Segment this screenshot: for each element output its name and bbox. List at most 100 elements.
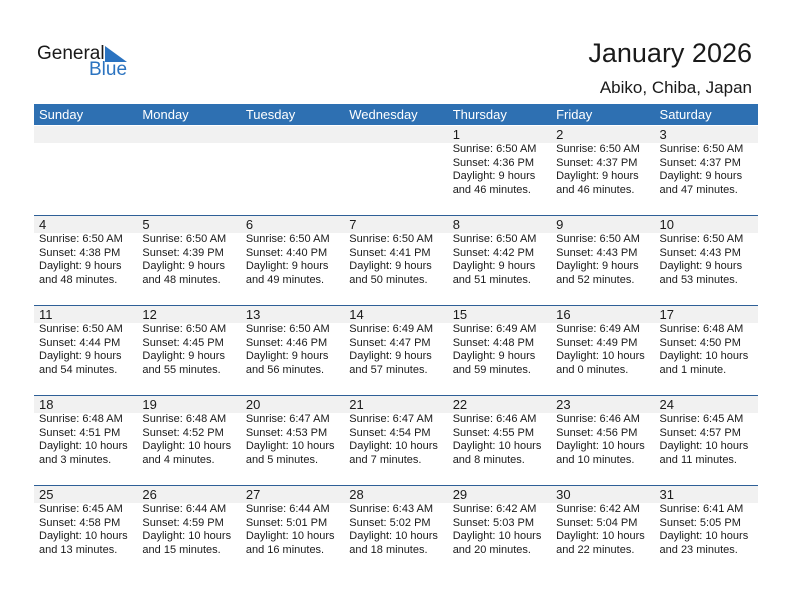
- daylight-text: Daylight: 10 hours: [659, 350, 749, 362]
- weekday-friday: Friday: [556, 107, 593, 122]
- sunset-text: Sunset: 4:45 PM: [142, 336, 224, 349]
- day-number: 15: [452, 307, 468, 322]
- minutes-text: and 18 minutes.: [349, 543, 428, 556]
- sunrise-text: Sunrise: 6:47 AM: [349, 413, 434, 425]
- minutes-text: and 55 minutes.: [142, 363, 221, 376]
- sunrise-text: Sunrise: 6:50 AM: [39, 323, 123, 335]
- minutes-text: and 5 minutes.: [245, 453, 318, 466]
- minutes-text: and 51 minutes.: [452, 273, 531, 286]
- minutes-text: and 11 minutes.: [659, 453, 737, 466]
- sunset-text: Sunset: 4:37 PM: [556, 156, 638, 169]
- daylight-text: Daylight: 10 hours: [142, 530, 232, 542]
- sunrise-text: Sunrise: 6:46 AM: [452, 413, 537, 425]
- week-row: 18 Sunrise: 6:48 AM Sunset: 4:51 PM Dayligh…: [34, 395, 758, 486]
- sunrise-text: Sunrise: 6:50 AM: [349, 233, 434, 245]
- day-cell: 25 Sunrise: 6:45 AM Sunset: 4:58 PM Dayligh…: [34, 486, 137, 576]
- day-number: 29: [452, 487, 468, 502]
- minutes-text: and 54 minutes.: [39, 363, 118, 376]
- logo-text-general: General: [37, 43, 105, 64]
- day-cell: 24 Sunrise: 6:45 AM Sunset: 4:57 PM Dayligh…: [655, 396, 758, 486]
- sunrise-text: Sunrise: 6:48 AM: [659, 323, 744, 335]
- sunset-text: Sunset: 4:58 PM: [39, 516, 121, 529]
- daylight-text: Daylight: 10 hours: [245, 440, 335, 452]
- sunset-text: Sunset: 4:43 PM: [659, 246, 741, 259]
- daylight-text: Daylight: 9 hours: [452, 350, 536, 362]
- day-number: 30: [556, 487, 571, 502]
- sunset-text: Sunset: 4:36 PM: [452, 156, 535, 169]
- day-number: 16: [556, 307, 571, 322]
- day-number: 26: [142, 487, 157, 502]
- sunset-text: Sunset: 5:03 PM: [452, 516, 535, 529]
- minutes-text: and 13 minutes.: [39, 543, 118, 556]
- minutes-text: and 22 minutes.: [556, 543, 635, 556]
- week-row: 25 Sunrise: 6:45 AM Sunset: 4:58 PM Dayligh…: [34, 485, 758, 576]
- minutes-text: and 16 minutes.: [245, 543, 325, 556]
- minutes-text: and 53 minutes.: [659, 273, 738, 286]
- day-cell: 5 Sunrise: 6:50 AM Sunset: 4:39 PM Daylight…: [137, 216, 240, 306]
- minutes-text: and 48 minutes.: [39, 273, 118, 286]
- minutes-text: and 52 minutes.: [556, 273, 635, 286]
- daylight-text: Daylight: 10 hours: [452, 530, 542, 542]
- day-number: 23: [556, 397, 571, 412]
- minutes-text: and 10 minutes.: [556, 453, 635, 466]
- sunset-text: Sunset: 5:04 PM: [556, 516, 638, 529]
- day-cell: 30 Sunrise: 6:42 AM Sunset: 5:04 PM Dayligh…: [551, 486, 654, 576]
- day-number: 4: [39, 217, 47, 232]
- sunset-text: Sunset: 4:57 PM: [659, 426, 741, 439]
- sunset-text: Sunset: 4:39 PM: [142, 246, 224, 259]
- weekday-header: Sunday Monday Tuesday Wednesday Thursday Frid…: [34, 104, 758, 125]
- week-row: 1 Sunrise: 6:50 AM Sunset: 4:36 PM Daylight…: [34, 126, 758, 216]
- sunrise-text: Sunrise: 6:45 AM: [659, 413, 744, 425]
- daylight-text: Daylight: 9 hours: [142, 260, 225, 272]
- daylight-text: Daylight: 9 hours: [659, 260, 743, 272]
- daylight-text: Daylight: 9 hours: [659, 170, 743, 182]
- sunrise-text: Sunrise: 6:50 AM: [452, 143, 537, 155]
- sunset-text: Sunset: 4:49 PM: [556, 336, 638, 349]
- sunrise-text: Sunrise: 6:50 AM: [659, 143, 744, 155]
- weekday-monday: Monday: [142, 107, 189, 122]
- date-band: [34, 396, 758, 413]
- sunset-text: Sunset: 4:53 PM: [245, 426, 328, 439]
- sunrise-text: Sunrise: 6:50 AM: [142, 233, 227, 245]
- day-cell: 9 Sunrise: 6:50 AM Sunset: 4:43 PM Daylight…: [551, 216, 654, 306]
- minutes-text: and 1 minute.: [659, 363, 727, 376]
- daylight-text: Daylight: 10 hours: [556, 530, 645, 542]
- day-number: 28: [349, 487, 364, 502]
- day-cell: 21 Sunrise: 6:47 AM Sunset: 4:54 PM Dayligh…: [344, 396, 447, 486]
- daylight-text: Daylight: 10 hours: [659, 530, 749, 542]
- date-band: [34, 126, 758, 143]
- sunrise-text: Sunrise: 6:48 AM: [39, 413, 123, 425]
- daylight-text: Daylight: 10 hours: [556, 440, 645, 452]
- day-number: 19: [142, 397, 157, 412]
- logo-triangle-icon: [105, 46, 127, 62]
- day-number: 12: [142, 307, 157, 322]
- daylight-text: Daylight: 10 hours: [142, 440, 232, 452]
- day-cell: 20 Sunrise: 6:47 AM Sunset: 4:53 PM Dayligh…: [241, 396, 344, 486]
- sunrise-text: Sunrise: 6:42 AM: [452, 503, 537, 515]
- sunrise-text: Sunrise: 6:50 AM: [39, 233, 123, 245]
- day-cell: 4 Sunrise: 6:50 AM Sunset: 4:38 PM Daylight…: [34, 216, 137, 306]
- day-number: 6: [245, 217, 254, 232]
- sunrise-text: Sunrise: 6:48 AM: [142, 413, 227, 425]
- sunset-text: Sunset: 4:41 PM: [349, 246, 431, 259]
- sunset-text: Sunset: 4:59 PM: [142, 516, 224, 529]
- minutes-text: and 56 minutes.: [245, 363, 325, 376]
- daylight-text: Daylight: 9 hours: [452, 260, 536, 272]
- sunset-text: Sunset: 4:55 PM: [452, 426, 535, 439]
- empty-cell: [241, 126, 344, 216]
- date-band: [34, 486, 758, 503]
- daylight-text: Daylight: 10 hours: [245, 530, 335, 542]
- minutes-text: and 0 minutes.: [556, 363, 629, 376]
- location: Abiko, Chiba, Japan: [599, 78, 752, 97]
- weekday-saturday: Saturday: [659, 107, 712, 122]
- sunrise-text: Sunrise: 6:43 AM: [349, 503, 434, 515]
- day-number: 14: [349, 307, 364, 322]
- date-band: [34, 306, 758, 323]
- sunrise-text: Sunrise: 6:49 AM: [556, 323, 640, 335]
- daylight-text: Daylight: 9 hours: [556, 170, 639, 182]
- sunset-text: Sunset: 4:51 PM: [39, 426, 121, 439]
- day-cell: 16 Sunrise: 6:49 AM Sunset: 4:49 PM Dayligh…: [551, 306, 654, 396]
- daylight-text: Daylight: 10 hours: [349, 530, 438, 542]
- weekday-thursday: Thursday: [452, 107, 507, 122]
- minutes-text: and 57 minutes.: [349, 363, 428, 376]
